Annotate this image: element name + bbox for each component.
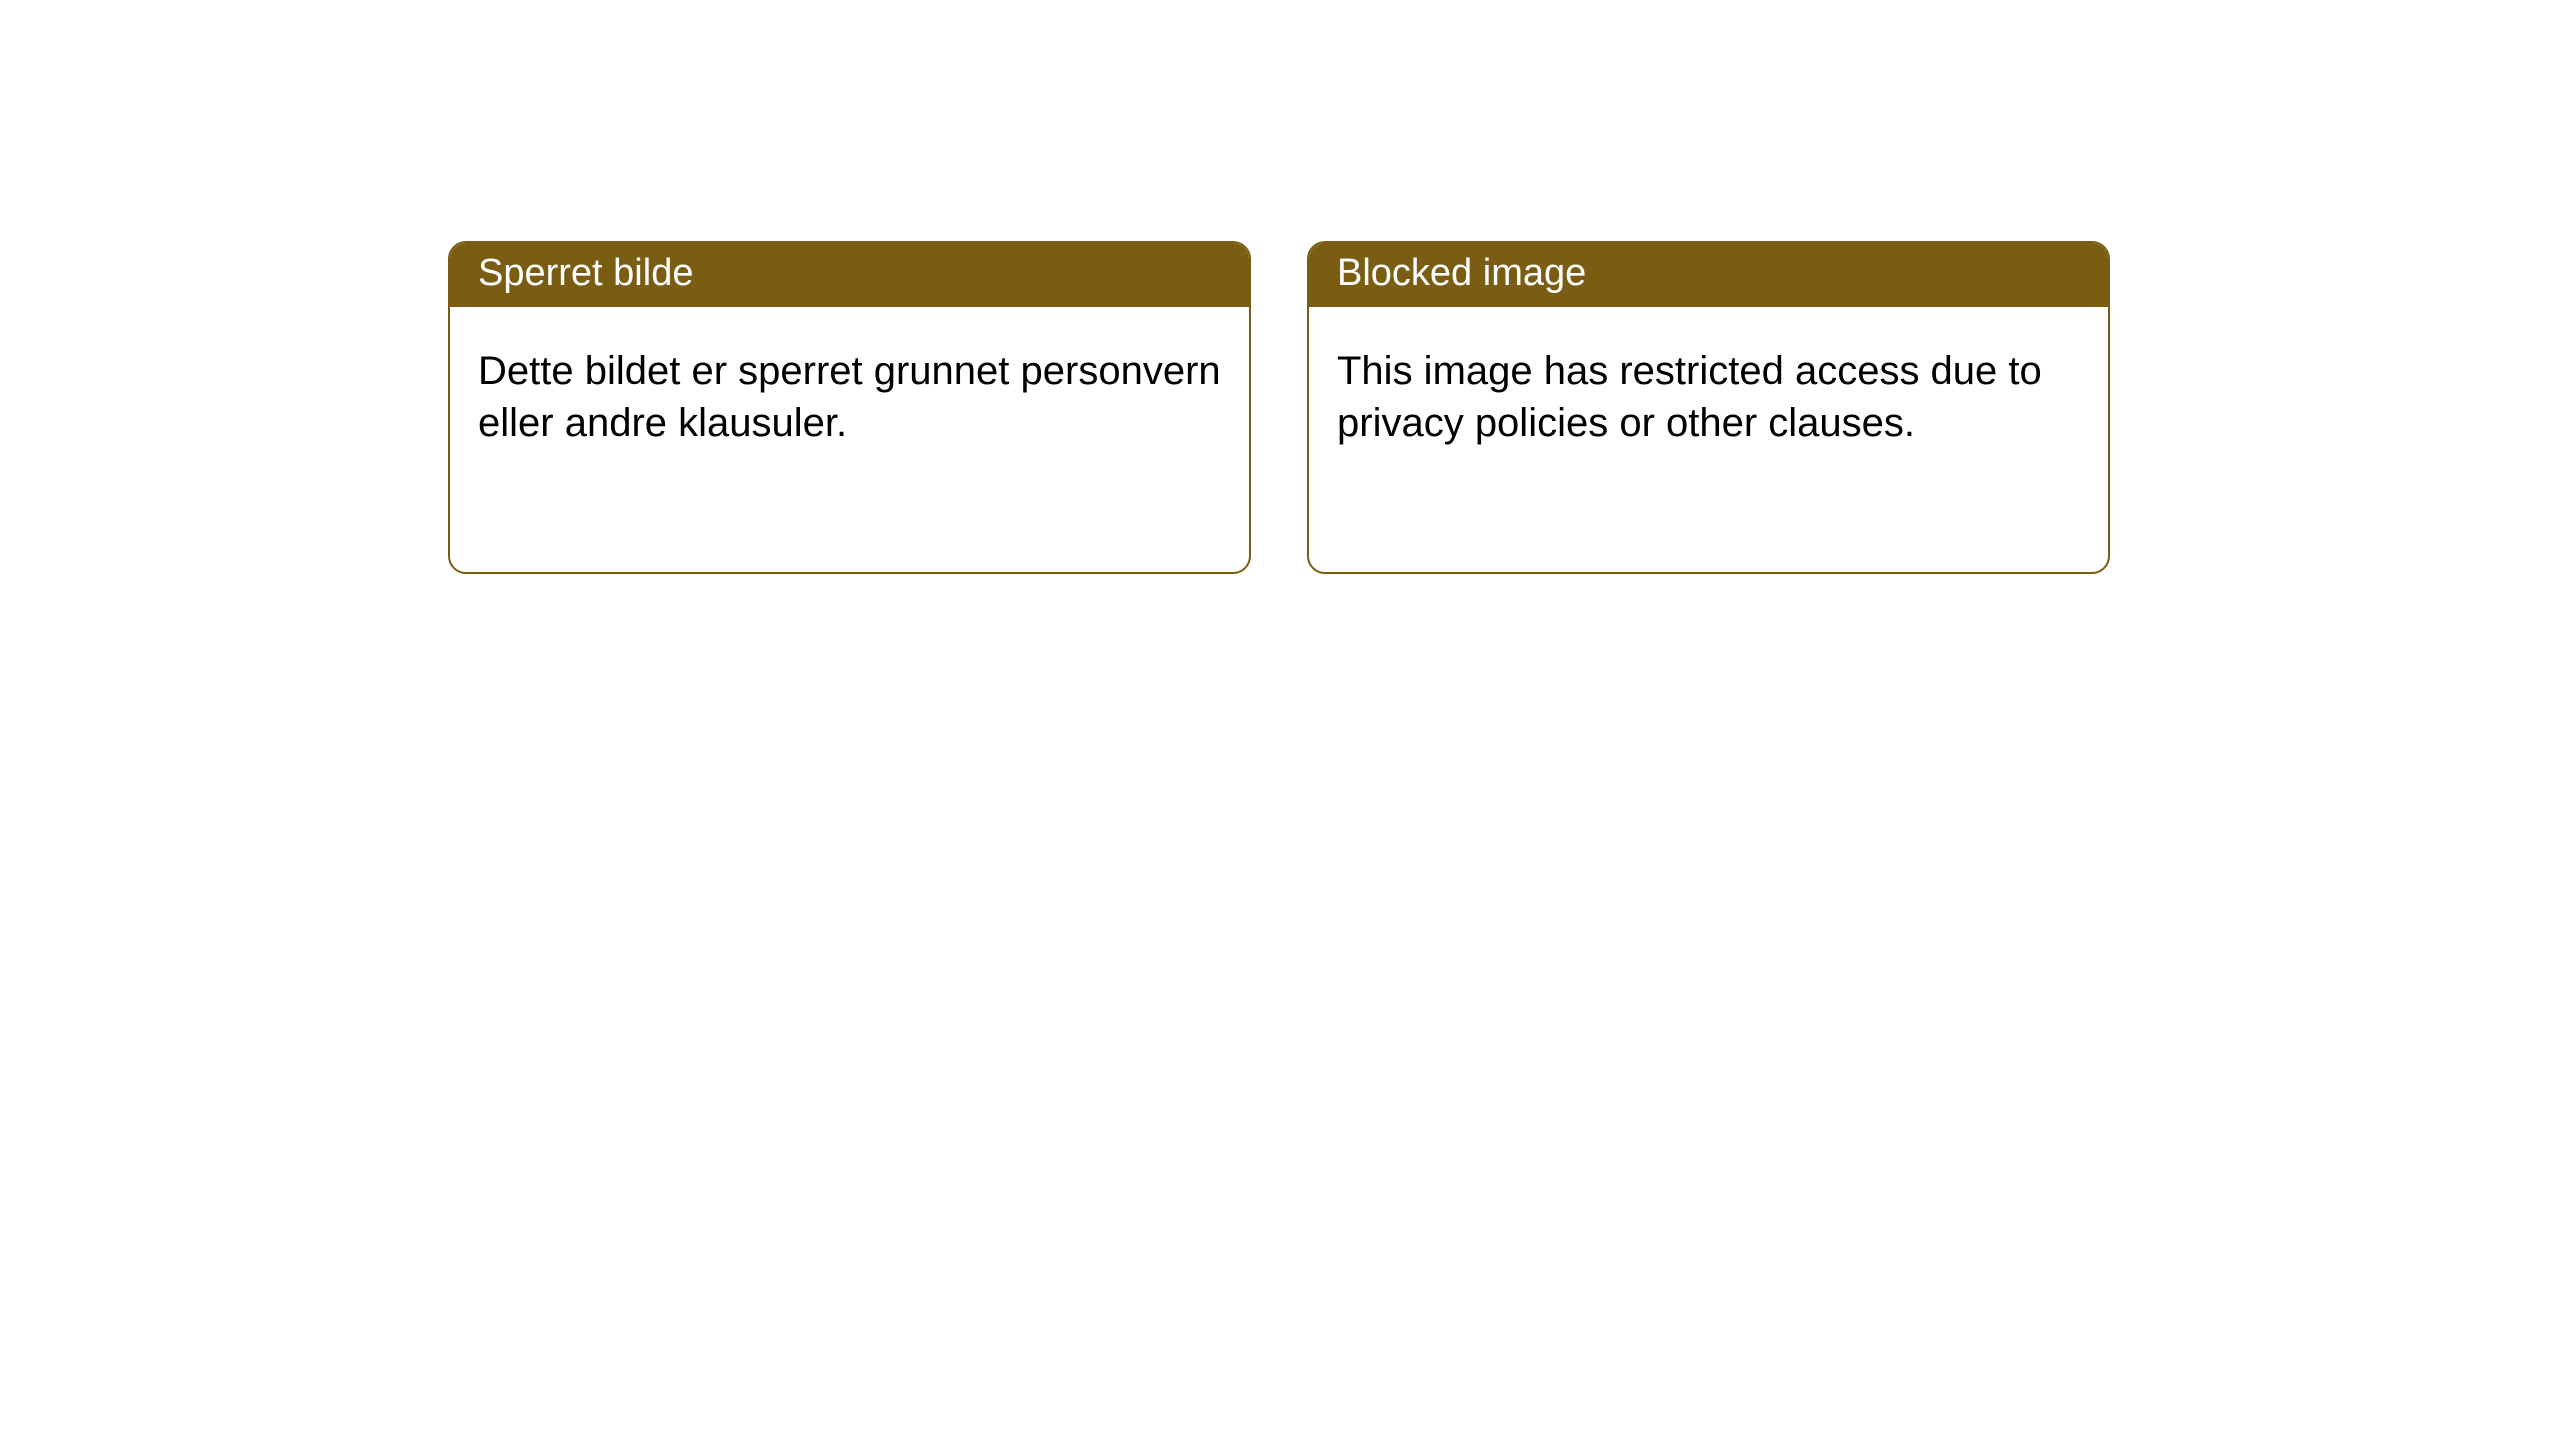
notice-cards-row: Sperret bilde Dette bildet er sperret gr… <box>0 0 2560 574</box>
notice-card-title: Sperret bilde <box>478 252 693 294</box>
notice-card-title: Blocked image <box>1337 252 1586 294</box>
notice-card-text: Dette bildet er sperret grunnet personve… <box>478 349 1221 445</box>
notice-card-body: Dette bildet er sperret grunnet personve… <box>450 307 1249 487</box>
notice-card-header: Sperret bilde <box>450 243 1249 307</box>
notice-card-norwegian: Sperret bilde Dette bildet er sperret gr… <box>448 241 1251 574</box>
notice-card-english: Blocked image This image has restricted … <box>1307 241 2110 574</box>
notice-card-header: Blocked image <box>1309 243 2108 307</box>
notice-card-text: This image has restricted access due to … <box>1337 349 2042 445</box>
notice-card-body: This image has restricted access due to … <box>1309 307 2108 487</box>
